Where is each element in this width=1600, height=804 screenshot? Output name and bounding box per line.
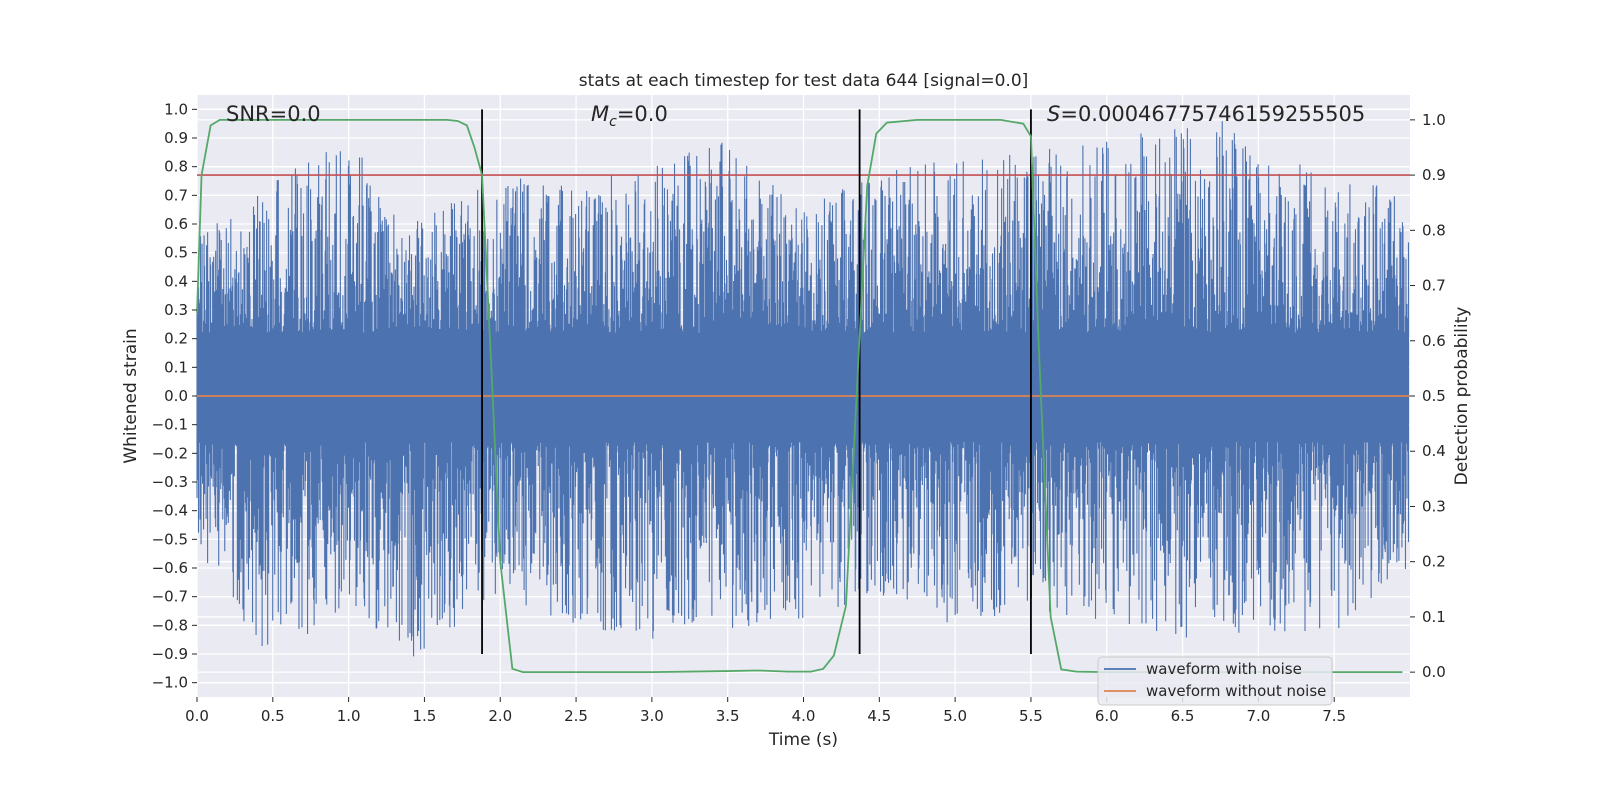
y-tick-label-left: −0.5	[152, 530, 188, 548]
y-tick-label-left: −0.1	[152, 416, 188, 434]
x-tick-label: 1.5	[413, 707, 437, 725]
mc-subscript: c	[609, 114, 617, 130]
x-tick-label: 6.5	[1171, 707, 1195, 725]
snr-annotation: SNR=0.0	[226, 102, 321, 126]
y-tick-label-right: 0.3	[1422, 497, 1446, 515]
x-tick-label: 2.5	[564, 707, 588, 725]
mc-value: =0.0	[617, 102, 668, 126]
chart-title: stats at each timestep for test data 644…	[579, 71, 1029, 91]
y-tick-label-left: 0.9	[164, 129, 188, 147]
x-tick-label: 7.5	[1322, 707, 1346, 725]
x-tick-label: 3.0	[640, 707, 664, 725]
y-tick-label-left: 0.1	[164, 358, 188, 376]
x-tick-label: 7.0	[1246, 707, 1270, 725]
x-tick-label: 3.5	[716, 707, 740, 725]
y-tick-label-left: 0.7	[164, 186, 188, 204]
y-tick-label-left: −0.8	[152, 616, 188, 634]
y-tick-label-left: −0.2	[152, 444, 188, 462]
y-tick-label-left: 0.3	[164, 301, 188, 319]
x-tick-label: 2.0	[488, 707, 512, 725]
y-tick-label-left: 0.6	[164, 215, 188, 233]
s-annotation: S=0.00046775746159255505	[1047, 102, 1365, 126]
y-tick-label-left: 0.2	[164, 330, 188, 348]
series-layer	[196, 109, 1410, 674]
y-tick-label-left: −0.6	[152, 559, 188, 577]
noise-band-core	[197, 332, 1409, 442]
y-tick-label-left: 0.5	[164, 244, 188, 262]
y-tick-label-left: −0.4	[152, 502, 188, 520]
legend-label-clean: waveform without noise	[1146, 682, 1326, 700]
x-tick-label: 4.5	[867, 707, 891, 725]
y-tick-label-right: 0.0	[1422, 663, 1446, 681]
x-tick-label: 0.5	[261, 707, 285, 725]
x-tick-label: 0.0	[185, 707, 209, 725]
y-tick-label-right: 0.5	[1422, 387, 1446, 405]
legend: waveform with noise waveform without noi…	[1097, 656, 1333, 706]
x-tick-label: 6.0	[1095, 707, 1119, 725]
s-value: =0.00046775746159255505	[1060, 102, 1365, 126]
x-tick-label: 4.0	[792, 707, 816, 725]
legend-box	[1097, 656, 1333, 706]
legend-label-noise: waveform with noise	[1146, 660, 1302, 678]
y-tick-label-right: 0.8	[1422, 221, 1446, 239]
y-tick-label-left: 0.0	[164, 387, 188, 405]
s-symbol: S	[1047, 102, 1060, 126]
y-tick-label-right: 0.7	[1422, 277, 1446, 295]
y-tick-label-right: 0.2	[1422, 553, 1446, 571]
y-tick-label-right: 0.1	[1422, 608, 1446, 626]
y-tick-label-left: −0.9	[152, 645, 188, 663]
y-tick-label-right: 0.9	[1422, 166, 1446, 184]
x-tick-label: 1.0	[337, 707, 361, 725]
y-tick-label-left: −0.7	[152, 588, 188, 606]
x-tick-label: 5.0	[943, 707, 967, 725]
chirp-mass-annotation: Mc=0.0	[591, 102, 668, 130]
x-axis-label: Time (s)	[768, 730, 838, 750]
y-tick-label-left: 0.4	[164, 272, 188, 290]
mc-symbol: M	[591, 102, 609, 126]
y-tick-label-right: 0.6	[1422, 332, 1446, 350]
y-axis-label-right: Detection probability	[1452, 307, 1472, 486]
y-tick-label-left: 0.8	[164, 158, 188, 176]
y-tick-label-left: −1.0	[152, 674, 188, 692]
series-detection-probability	[196, 118, 1403, 674]
axes-layer: 1.0 0.9 0.8 0.7 0.6 0.5 0.4 0.3 0.2 0.1 0.0 −0.1 −0.…	[152, 100, 1446, 725]
y-tick-label-right: 1.0	[1422, 111, 1446, 129]
x-tick-label: 5.5	[1019, 707, 1043, 725]
y-tick-label-right: 0.4	[1422, 442, 1446, 460]
y-tick-label-left: −0.3	[152, 473, 188, 491]
y-axis-label-left: Whitened strain	[121, 328, 141, 463]
y-tick-label-left: 1.0	[164, 100, 188, 118]
